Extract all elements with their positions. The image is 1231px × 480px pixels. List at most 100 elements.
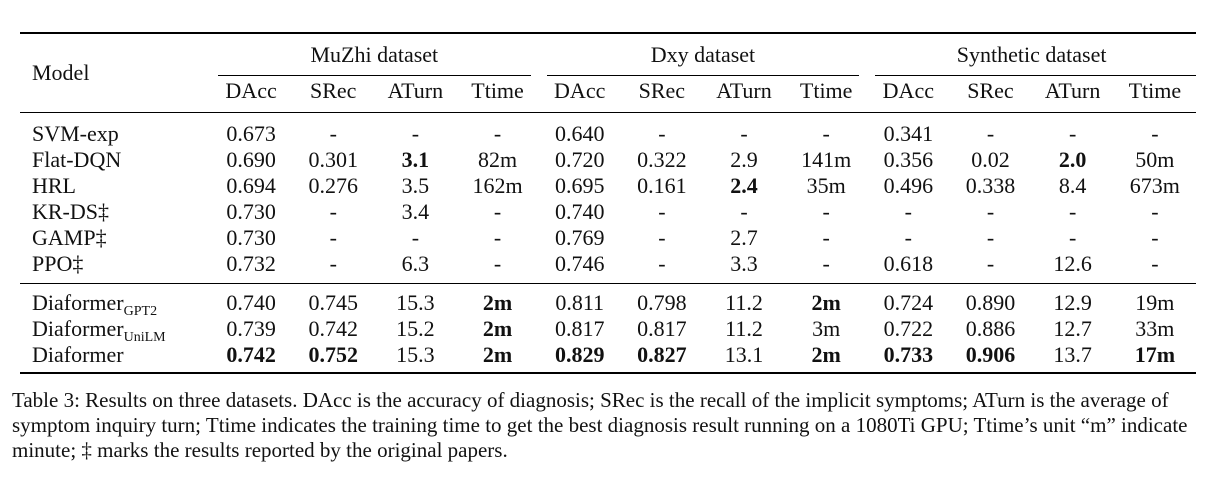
metric-header-srec: SRec (310, 78, 357, 103)
table-cell: 3.1 (401, 147, 430, 172)
table-row: DiaformerUniLM 0.739 0.742 15.2 2m 0.817 0.817… (20, 316, 1196, 345)
model-name: KR-DS‡ (20, 199, 210, 225)
table-cell: 0.817 (637, 316, 687, 341)
table-cell: - (986, 251, 995, 276)
model-name-text: HRL (32, 173, 76, 198)
table-cell: 15.3 (396, 342, 435, 367)
table-cell: - (822, 121, 830, 146)
table-cell: - (658, 121, 666, 146)
table-cell: 17m (1134, 342, 1176, 367)
table-cell: 2m (482, 290, 513, 315)
dataset-header-label: MuZhi dataset (310, 42, 439, 67)
metric-header-aturn: ATurn (1044, 78, 1101, 103)
table-cell: 12.6 (1053, 251, 1092, 276)
model-name-text: Flat-DQN (32, 147, 122, 172)
table-cell: 673m (1129, 173, 1180, 198)
table-cell: - (329, 225, 337, 250)
table-cell: - (986, 199, 995, 224)
results-body: SVM-exp 0.673- - -0.640- - -0.341- - - Flat-DQN 0… (20, 112, 1196, 373)
table-cell: 2m (482, 342, 513, 367)
table-cell: - (740, 199, 748, 224)
table-cell: 0.640 (554, 121, 605, 146)
model-name: Flat-DQN (20, 147, 210, 173)
table-cell: - (493, 199, 502, 224)
table-cell: 0.739 (226, 316, 276, 341)
table-cell: 0.694 (226, 173, 276, 198)
table-cell: 15.3 (396, 290, 435, 315)
table-cell: 2.0 (1058, 147, 1087, 172)
table-cell: 13.7 (1053, 342, 1092, 367)
metric-header-aturn: ATurn (716, 78, 772, 103)
table-cell: 0.356 (883, 147, 934, 172)
table-cell: 33m (1135, 316, 1175, 341)
table-caption: Table 3: Results on three datasets. DAcc… (12, 388, 1188, 462)
model-name: Diaformer (20, 342, 210, 373)
table-cell: - (1151, 121, 1159, 146)
dataset-header-label: Dxy dataset (650, 42, 756, 67)
table-cell: 0.338 (965, 173, 1016, 198)
model-variant-subscript: GPT2 (123, 304, 158, 319)
table-cell: 0.829 (554, 342, 605, 367)
table-cell: 12.9 (1053, 290, 1092, 315)
model-name: HRL (20, 173, 210, 199)
table-row: KR-DS‡ 0.730 - 3.4 - 0.740 - - - - - - - (20, 199, 1196, 225)
results-table-container: Model MuZhi dataset Dxy dataset Syntheti… (20, 32, 1196, 374)
results-table: Model MuZhi dataset Dxy dataset Syntheti… (20, 32, 1196, 374)
table-row: Flat-DQN 0.690 0.301 3.1 82m 0.720 0.322 2.9 141… (20, 147, 1196, 173)
table-row: GAMP‡ 0.730 - - - 0.769 - 2.7 - - - - - (20, 225, 1196, 251)
table-cell: 82m (477, 147, 518, 172)
table-cell: 0.769 (554, 225, 605, 250)
table-cell: - (329, 121, 337, 146)
table-cell: 0.798 (637, 290, 687, 315)
dataset-header-label: Synthetic dataset (956, 42, 1107, 67)
table-cell: - (329, 199, 337, 224)
table-cell: 0.02 (971, 147, 1010, 172)
table-cell: 2m (811, 290, 841, 315)
table-row: SVM-exp 0.673 - - - 0.640 - - - 0.341 - - - (20, 112, 1196, 148)
table-row: PPO‡ 0.732 - 6.3 - 0.746 - 3.3 - 0.618 - 12.6 - (20, 251, 1196, 284)
table-cell: 0.740 (226, 290, 276, 315)
table-cell: - (1151, 251, 1159, 276)
table-cell: - (986, 225, 995, 250)
model-name-text: Diaformer (32, 290, 124, 315)
table-cell: 0.745 (308, 290, 358, 315)
model-name: GAMP‡ (20, 225, 210, 251)
model-name: SVM-exp (20, 113, 210, 148)
table-cell: 3.4 (401, 199, 430, 224)
table-cell: 0.276 (308, 173, 358, 198)
table-cell: 162m (472, 173, 523, 198)
table-cell: - (493, 225, 502, 250)
table-cell: - (1068, 199, 1077, 224)
cmidrule (546, 75, 860, 76)
table-cell: - (493, 121, 502, 146)
table-row: DiaformerGPT2 0.740 0.745 15.3 2m 0.811 0.798 1… (20, 283, 1196, 319)
table-cell: 0.730 (226, 199, 276, 224)
table-row: HRL 0.694 0.276 3.5 162m 0.695 0.161 2.4 35m 0.49… (20, 173, 1196, 199)
table-cell: - (493, 251, 502, 276)
table-cell: 0.742 (226, 342, 276, 367)
table-cell: - (411, 121, 420, 146)
table-cell: 0.690 (226, 147, 276, 172)
table-cell: 50m (1135, 147, 1175, 172)
dataset-header-dxy: Dxy dataset (539, 33, 868, 76)
table-cell: - (658, 251, 666, 276)
table-cell: 0.720 (554, 147, 605, 172)
table-cell: 0.730 (226, 225, 276, 250)
table-cell: 0.827 (637, 342, 687, 367)
table-cell: 2.7 (730, 225, 758, 250)
model-name-text: SVM-exp (32, 121, 119, 146)
model-name-text: KR-DS‡ (32, 199, 110, 224)
table-cell: 35m (806, 173, 846, 198)
table-cell: - (986, 121, 995, 146)
table-cell: 0.673 (226, 121, 276, 146)
dataset-header-muzhi: MuZhi dataset (210, 33, 539, 76)
table-cell: 8.4 (1058, 173, 1087, 198)
table-cell: 141m (801, 147, 852, 172)
table-cell: - (329, 251, 337, 276)
table-cell: 0.732 (226, 251, 276, 276)
model-name-text: Diaformer (32, 342, 124, 367)
table-cell: 0.322 (637, 147, 687, 172)
model-name: DiaformerUniLM (20, 316, 210, 345)
table-cell: 2m (811, 342, 841, 367)
metric-header-ttime: Ttime (1128, 78, 1182, 103)
